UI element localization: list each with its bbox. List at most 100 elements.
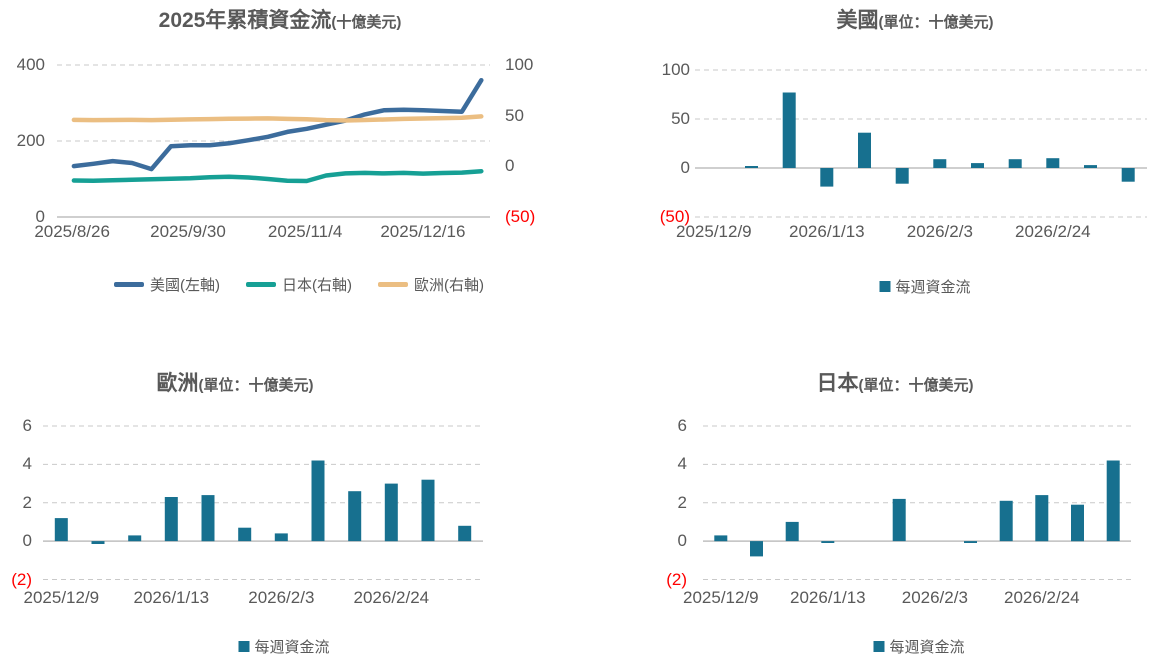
x-axis-tick-label: 2025/12/9 — [23, 588, 100, 607]
bar — [54, 518, 68, 542]
bar — [964, 541, 977, 543]
y-axis-tick-label: 100 — [661, 60, 690, 79]
chart-title: 2025年累積資金流(十億美元) — [159, 4, 402, 34]
y-axis-tick-label: 6 — [22, 416, 32, 435]
bar — [750, 541, 763, 557]
bar — [1035, 495, 1049, 542]
legend-item-us: 美國(左軸) — [114, 274, 220, 295]
legend-label: 美國(左軸) — [150, 277, 220, 294]
bar — [892, 498, 906, 542]
bar — [821, 541, 835, 543]
bar — [1084, 165, 1097, 168]
chart-japan-weekly-bar: 日本(單位：十億美元) 每週資金流 6 4 2 0 (2) 2025/12/9 2026/1… — [579, 327, 1158, 655]
x-axis-tick-label: 2025/8/26 — [34, 222, 110, 241]
chart-title: 日本(單位：十億美元) — [817, 367, 974, 397]
y-axis-tick-label: 0 — [22, 531, 32, 551]
bar — [128, 535, 142, 542]
y-axis-tick-label: (2) — [11, 569, 32, 589]
bar — [785, 521, 799, 542]
legend-item-europe: 歐洲(右軸) — [378, 274, 484, 295]
japan-line-swatch — [246, 282, 276, 287]
x-axis-tick-label: 2026/1/13 — [133, 588, 210, 607]
left-axis-tick-label: 0 — [35, 207, 45, 226]
bar — [1071, 504, 1084, 542]
x-axis-tick-label: 2026/1/13 — [790, 588, 866, 607]
chart-us-weekly-bar: 美國(單位：十億美元) 每週資金流 100 50 0 (50) 2025/12/9 202… — [579, 0, 1158, 327]
chart-title-unit: (單位：十億美元) — [858, 377, 974, 394]
bar — [458, 525, 472, 542]
series-line-1 — [71, 168, 484, 184]
legend: 美國(左軸) 日本(右軸) 歐洲(右軸) — [114, 274, 484, 295]
x-axis-tick-label: 2025/11/4 — [267, 222, 343, 241]
chart-title-unit: (單位：十億美元) — [878, 14, 994, 31]
x-axis-tick-label: 2026/2/24 — [1004, 588, 1080, 607]
us-line-swatch — [114, 282, 144, 287]
y-axis-tick-label: 4 — [677, 454, 687, 474]
y-axis-tick-label: (50) — [659, 207, 690, 226]
chart-title-text: 2025年累積資金流 — [158, 9, 332, 32]
y-axis-tick-label: 6 — [677, 416, 687, 435]
chart-title-text: 歐洲 — [156, 372, 199, 395]
europe-line-swatch — [378, 282, 408, 287]
weekly-flow-swatch — [238, 641, 250, 652]
x-axis-tick-label: 2025/12/9 — [683, 588, 759, 607]
bar — [745, 166, 758, 168]
y-axis-tick-label: 0 — [677, 531, 687, 551]
legend-label: 每週資金流 — [895, 279, 971, 296]
y-axis-tick-label: 0 — [680, 158, 690, 177]
x-axis-tick-label: 2026/2/3 — [906, 222, 973, 241]
right-axis-tick-label: 50 — [505, 105, 524, 125]
bar — [1046, 158, 1060, 168]
y-axis-tick-label: (2) — [666, 569, 687, 589]
chart-title-unit: (單位：十億美元) — [198, 377, 314, 394]
bar — [782, 92, 796, 168]
bar — [201, 495, 215, 542]
bar — [971, 163, 984, 168]
y-axis-tick-label: 4 — [22, 454, 32, 474]
legend-label: 每週資金流 — [889, 639, 965, 655]
bar — [164, 497, 178, 542]
bar — [999, 500, 1013, 542]
bar — [895, 168, 909, 184]
right-axis-tick-label: 0 — [505, 156, 515, 176]
bar — [91, 541, 105, 544]
chart-title-text: 日本 — [816, 372, 859, 395]
x-axis-tick-label: 2026/2/3 — [901, 588, 968, 607]
y-axis-tick-label: 2 — [22, 492, 32, 512]
y-axis-tick-label: 2 — [677, 492, 687, 512]
bar — [1106, 460, 1120, 542]
bar — [311, 460, 325, 542]
x-axis-tick-label: 2026/2/24 — [1015, 222, 1091, 241]
weekly-flow-swatch — [879, 281, 891, 292]
legend-label: 歐洲(右軸) — [414, 277, 484, 294]
chart-title-unit: (十億美元) — [331, 14, 402, 31]
y-axis-tick-label: 50 — [671, 109, 690, 128]
bar — [1008, 159, 1022, 168]
right-axis-tick-label: 100 — [505, 55, 534, 74]
x-axis-tick-label: 2025/12/16 — [380, 222, 466, 241]
x-axis-tick-label: 2026/1/13 — [789, 222, 865, 241]
series-line-2 — [71, 114, 484, 123]
x-axis-tick-label: 2026/2/3 — [248, 588, 315, 607]
bar — [820, 168, 834, 187]
legend: 每週資金流 — [873, 636, 965, 655]
bar — [858, 132, 871, 168]
legend-label: 每週資金流 — [254, 639, 330, 655]
chart-europe-weekly-bar: 歐洲(單位：十億美元) 每週資金流 6 4 2 0 (2) 2025/12/9 2026/1… — [0, 327, 579, 655]
chart-title-text: 美國 — [836, 9, 879, 32]
left-axis-tick-label: 400 — [16, 55, 45, 74]
x-axis-tick-label: 2026/2/24 — [353, 588, 430, 607]
bar — [348, 491, 362, 542]
bar — [238, 527, 252, 542]
legend-label: 日本(右軸) — [282, 277, 352, 294]
bar — [421, 479, 435, 542]
weekly-flow-swatch — [873, 641, 885, 652]
x-axis-tick-label: 2025/12/9 — [676, 222, 752, 241]
chart-title: 歐洲(單位：十億美元) — [157, 367, 314, 397]
legend-item-japan: 日本(右軸) — [246, 274, 352, 295]
bar — [274, 533, 288, 542]
left-axis-tick-label: 200 — [16, 131, 45, 150]
right-axis-tick-label: (50) — [505, 207, 536, 226]
bar — [1121, 168, 1135, 182]
